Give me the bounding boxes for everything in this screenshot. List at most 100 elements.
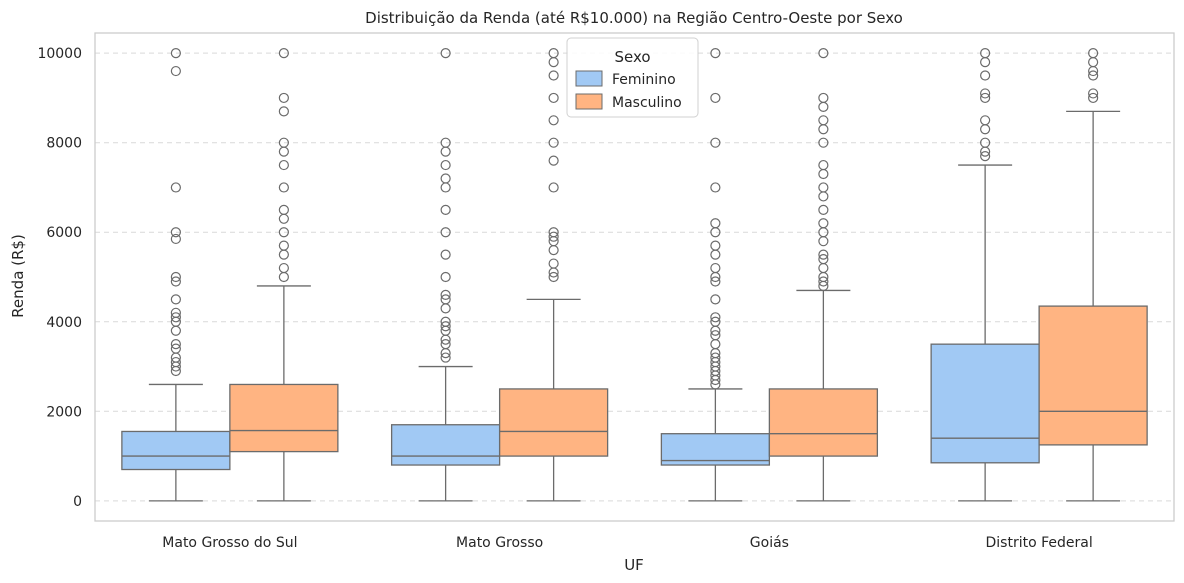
outlier-point	[818, 48, 829, 59]
outlier-point	[278, 271, 289, 283]
outlier-point	[818, 182, 829, 193]
outlier-point	[278, 48, 289, 59]
outlier-point	[440, 352, 451, 363]
outlier-point	[170, 307, 181, 318]
outlier-point	[818, 262, 829, 274]
outlier-point	[710, 48, 721, 59]
outlier-point	[440, 159, 451, 171]
outlier-point	[980, 124, 991, 135]
outlier-point	[710, 339, 721, 350]
legend-label: Feminino	[612, 72, 676, 88]
legend-label: Masculino	[612, 95, 682, 111]
outlier-point	[440, 182, 451, 193]
outlier-point	[440, 271, 451, 283]
outlier-point	[1088, 57, 1099, 68]
outlier-point	[440, 303, 451, 314]
outlier-point	[440, 294, 451, 305]
outlier-point	[710, 352, 721, 363]
legend-title: Sexo	[614, 48, 650, 66]
outlier-point	[980, 48, 991, 59]
outlier-point	[818, 159, 829, 171]
outlier-point	[818, 204, 829, 215]
outlier-point	[440, 249, 451, 260]
outlier-point	[170, 65, 181, 77]
outlier-point	[440, 204, 451, 215]
outlier-point	[548, 155, 559, 166]
outlier-point	[710, 137, 721, 148]
y-tick-label: 2000	[46, 404, 82, 420]
legend-swatch-masculino	[575, 93, 603, 110]
outlier-point	[710, 240, 721, 251]
outlier-point	[440, 137, 451, 148]
outlier-point	[710, 92, 721, 104]
outlier-point	[710, 312, 721, 323]
outlier-point	[548, 92, 559, 104]
outlier-point	[170, 48, 181, 59]
box-masculino	[229, 383, 339, 453]
outlier-point	[548, 137, 559, 148]
outlier-point	[710, 218, 721, 229]
outlier-point	[278, 137, 289, 148]
outlier-point	[818, 191, 829, 202]
outlier-point	[440, 339, 451, 350]
chart-title: Distribuição da Renda (até R$10.000) na …	[365, 9, 903, 27]
outlier-point	[548, 182, 559, 193]
outlier-point	[818, 236, 829, 247]
outlier-point	[710, 262, 721, 274]
outlier-point	[818, 276, 829, 287]
outlier-point	[548, 245, 559, 256]
outlier-point	[170, 294, 181, 305]
box-masculino	[498, 388, 609, 457]
box-masculino	[1038, 305, 1148, 446]
outlier-point	[1088, 88, 1099, 99]
outlier-point	[1088, 48, 1099, 59]
outlier-point	[548, 48, 559, 59]
x-tick-label: Mato Grosso	[456, 535, 543, 551]
box-masculino	[768, 388, 879, 457]
outlier-point	[440, 227, 451, 238]
outlier-point	[710, 249, 721, 260]
outlier-point	[170, 227, 181, 238]
outlier-point	[170, 182, 181, 193]
outlier-point	[980, 70, 991, 81]
outlier-point	[278, 146, 289, 157]
outlier-point	[980, 151, 991, 162]
outlier-point	[818, 101, 829, 112]
y-tick-label: 8000	[46, 136, 82, 152]
outlier-point	[278, 262, 289, 274]
x-axis-label: UF	[624, 556, 644, 574]
outlier-point	[278, 227, 289, 238]
box-feminino	[660, 433, 771, 466]
outlier-point	[278, 182, 289, 193]
plot-area: 0 2000 4000 6000 8000 10000 Mato Grosso do Sul…	[37, 32, 1175, 551]
outlier-point	[1088, 92, 1099, 104]
outlier-point	[440, 146, 451, 157]
outlier-point	[170, 312, 181, 323]
outlier-point	[818, 115, 829, 126]
outlier-point	[278, 249, 289, 260]
outlier-point	[1088, 70, 1099, 81]
outlier-point	[818, 137, 829, 148]
outlier-point	[170, 339, 181, 350]
outlier-point	[980, 115, 991, 126]
outlier-point	[980, 92, 991, 104]
outlier-point	[818, 253, 829, 265]
outlier-point	[170, 356, 181, 368]
y-tick-label: 0	[73, 494, 82, 510]
outlier-point	[548, 70, 559, 81]
outlier-point	[710, 182, 721, 193]
outlier-point	[710, 294, 721, 305]
outlier-point	[980, 137, 991, 148]
outlier-point	[818, 92, 829, 104]
outlier-point	[170, 233, 181, 245]
outlier-point	[278, 204, 289, 215]
outlier-point	[548, 271, 559, 283]
y-tick-label: 10000	[37, 46, 82, 62]
outlier-point	[170, 325, 181, 336]
outlier-point	[818, 168, 829, 180]
x-tick-label: Goiás	[750, 535, 789, 551]
box-feminino	[121, 430, 231, 471]
outlier-point	[440, 316, 451, 327]
x-tick-label: Mato Grosso do Sul	[162, 535, 297, 551]
